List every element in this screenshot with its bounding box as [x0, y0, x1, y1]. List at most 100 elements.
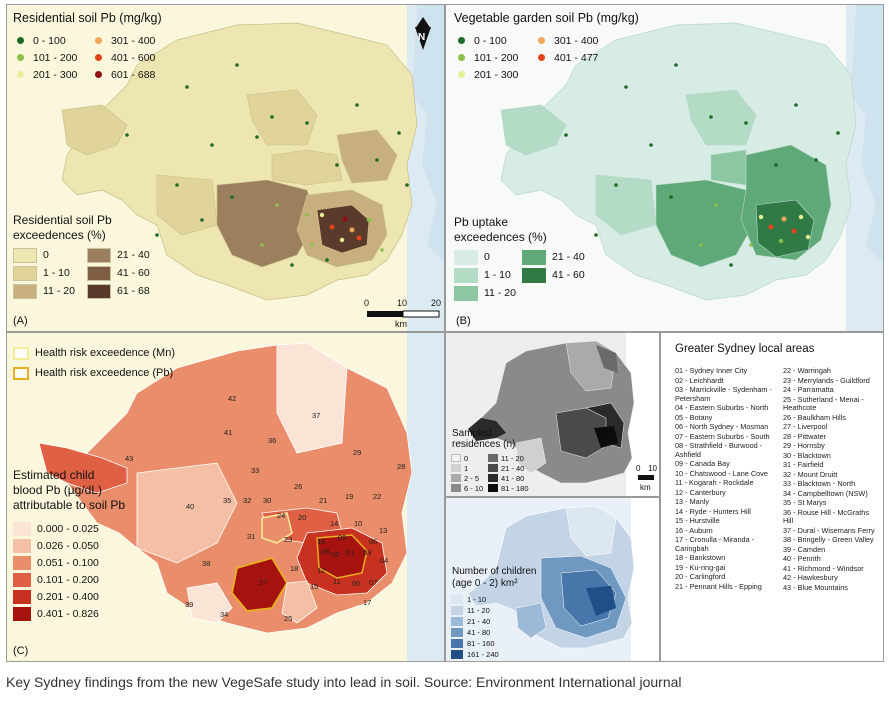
- legend-label: 21 - 40: [117, 249, 150, 261]
- legend-label: 0.051 - 0.100: [37, 556, 99, 569]
- legend-label: 41 - 60: [117, 267, 150, 279]
- panel-a-residential-soil-map: Residential soil Pb (mg/kg) N 0 - 100 10…: [6, 4, 445, 332]
- legend-dot-icon: [17, 71, 24, 78]
- list-item: 23 - Merrylands - Guildford: [783, 375, 870, 385]
- legend-label: 0.101 - 0.200: [37, 573, 99, 586]
- legend-label: 301 - 400: [554, 34, 599, 47]
- legend-swatch: [451, 464, 461, 472]
- legend-label: 301 - 400: [111, 34, 156, 47]
- panel-e-title-2: (age 0 - 2) km²: [452, 578, 518, 589]
- svg-text:42: 42: [228, 394, 236, 403]
- list-item: 42 - Hawkesbury: [783, 573, 838, 582]
- panel-e-title-1: Number of children: [452, 566, 537, 577]
- legend-label: 0 - 100: [33, 34, 66, 47]
- list-item: 18 - Bankstown: [675, 553, 726, 562]
- svg-text:01: 01: [346, 548, 354, 557]
- svg-text:15: 15: [310, 582, 318, 591]
- svg-text:25: 25: [284, 614, 292, 623]
- legend-swatch: [13, 572, 31, 587]
- panel-letter-a: (A): [13, 315, 28, 327]
- legend-swatch: [13, 283, 37, 299]
- legend-label: 11 - 20: [484, 287, 516, 299]
- legend-dot-icon: [458, 37, 465, 44]
- panel-e-legend: 1 - 10 11 - 20 21 - 40 41 - 80 81 - 160 …: [451, 594, 499, 660]
- legend-label: 41 - 60: [552, 269, 585, 281]
- scale-label-20: 20: [431, 298, 442, 308]
- legend-swatch: [451, 484, 461, 492]
- list-item: 38 - Bringelly - Green Valley: [783, 535, 874, 544]
- svg-text:30: 30: [263, 496, 271, 505]
- list-item: 13 - Manly: [675, 497, 710, 506]
- legend-swatch: [454, 249, 478, 265]
- legend-label: 21 - 40: [501, 463, 525, 473]
- svg-text:28: 28: [397, 462, 405, 471]
- svg-text:37: 37: [312, 411, 320, 420]
- north-label: N: [418, 32, 426, 43]
- list-item: 11 - Kogarah - Rockdale: [675, 478, 754, 487]
- svg-text:13: 13: [379, 526, 387, 535]
- panel-b-class-legend-2: 21 - 40 41 - 60: [522, 248, 585, 284]
- list-item: 30 - Blacktown: [783, 450, 831, 460]
- legend-swatch: [13, 346, 29, 360]
- scale-label-10: 10: [648, 464, 657, 473]
- svg-text:31: 31: [247, 532, 255, 541]
- list-item: 33 - Blacktown - North: [783, 479, 856, 488]
- svg-text:16: 16: [317, 537, 325, 546]
- svg-text:26: 26: [294, 482, 302, 491]
- legend-dot-icon: [17, 37, 24, 44]
- list-item: 31 - Fairfield: [783, 460, 824, 469]
- panel-c-class-title-2: blood Pb (µg/dL): [13, 483, 102, 497]
- legend-swatch: [454, 285, 478, 301]
- legend-label: Health risk exceedence (Pb): [35, 367, 174, 379]
- legend-swatch: [13, 589, 31, 604]
- legend-label: 401 - 477: [554, 51, 599, 64]
- svg-text:09: 09: [338, 533, 346, 542]
- legend-label: 0 - 100: [474, 34, 507, 47]
- legend-label: 161 - 240: [467, 650, 499, 659]
- panel-b-dot-legend: 0 - 100 101 - 200 201 - 300: [458, 32, 518, 83]
- vegetable-garden-map: [500, 5, 883, 331]
- legend-label: 0: [484, 251, 490, 263]
- panel-a-dot-legend: 0 - 100 101 - 200 201 - 300: [17, 32, 77, 83]
- panel-c-class-title-3: attributable to soil Pb: [13, 498, 126, 512]
- legend-label: 2 - 5: [464, 473, 480, 483]
- legend-swatch: [13, 366, 29, 380]
- panel-letter-b: (B): [456, 315, 471, 327]
- panel-b-class-legend: 0 1 - 10 11 - 20: [454, 248, 516, 302]
- list-item: 21 - Pennant Hills - Epping: [675, 581, 762, 591]
- svg-text:33: 33: [251, 466, 259, 475]
- svg-text:08: 08: [321, 547, 329, 556]
- list-item: 22 - Warringah: [783, 366, 831, 375]
- legend-swatch: [13, 538, 31, 553]
- legend-label: 0.000 - 0.025: [37, 522, 99, 535]
- list-item: 16 - Auburn: [675, 525, 713, 535]
- legend-swatch: [488, 464, 498, 472]
- list-item: 29 - Hornsby: [783, 441, 825, 450]
- svg-text:43: 43: [125, 454, 133, 463]
- panel-d-title-1: Sampled: [452, 428, 492, 439]
- svg-text:12: 12: [317, 566, 325, 575]
- svg-text:24: 24: [277, 511, 285, 520]
- panel-c-child-blood-pb-map: 42 37 41 36 43 33 29 28 32 30 35 26 21 1…: [6, 332, 445, 662]
- list-item: 03 - Marrickville - Sydenham - Petersham: [675, 385, 772, 403]
- legend-label: 1: [464, 463, 469, 473]
- legend-label: 1 - 10: [484, 269, 511, 281]
- legend-swatch: [451, 628, 463, 637]
- legend-label: 101 - 200: [474, 51, 519, 64]
- panel-b-class-title-2: exceedences (%): [454, 230, 547, 244]
- svg-text:22: 22: [373, 492, 381, 501]
- legend-dot-icon: [95, 71, 102, 78]
- list-item: 02 - Leichhardt: [675, 375, 724, 385]
- legend-dot-icon: [95, 37, 102, 44]
- panel-c-class-title-1: Estimated child: [13, 468, 95, 482]
- list-item: 06 - North Sydney - Mosman: [675, 422, 769, 431]
- panel-b-title: Vegetable garden soil Pb (mg/kg): [454, 11, 639, 25]
- child-blood-pb-map: 42 37 41 36 43 33 29 28 32 30 35 26 21 1…: [38, 333, 444, 661]
- legend-dot-icon: [95, 54, 102, 61]
- list-item: 41 - Richmond - Windsor: [783, 563, 864, 573]
- list-item: 37 - Dural - Wisemans Ferry: [783, 525, 875, 535]
- legend-swatch: [451, 595, 463, 604]
- svg-text:05: 05: [352, 579, 360, 588]
- local-areas-column-1: 01 - Sydney Inner City 02 - Leichhardt 0…: [675, 366, 775, 592]
- list-item: 26 - Baulkham Hills: [783, 412, 846, 422]
